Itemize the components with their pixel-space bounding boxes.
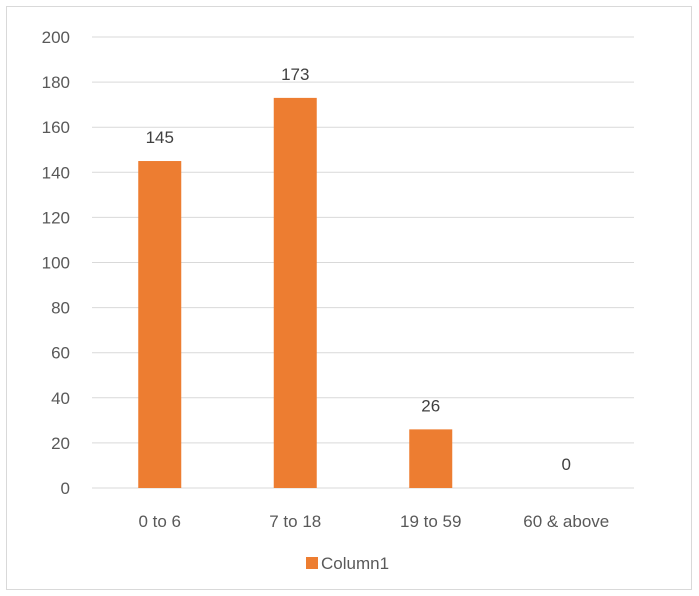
y-tick-label-180: 180 <box>42 73 70 92</box>
gridlines <box>92 36 634 489</box>
data-label-0: 145 <box>146 128 174 147</box>
y-tick-label-100: 100 <box>42 254 70 273</box>
y-axis-tick-labels: 0 20 40 60 80 100 120 140 160 180 200 <box>42 28 70 498</box>
x-tick-label-0: 0 to 6 <box>138 512 181 531</box>
y-tick-label-40: 40 <box>51 389 70 408</box>
chart-frame <box>6 6 692 590</box>
x-tick-label-1: 7 to 18 <box>269 512 321 531</box>
y-tick-label-140: 140 <box>42 163 70 182</box>
bar-2 <box>409 429 453 488</box>
legend-swatch-column1 <box>306 557 318 569</box>
legend: Column1 <box>306 554 389 573</box>
x-tick-label-2: 19 to 59 <box>400 512 461 531</box>
y-tick-label-60: 60 <box>51 344 70 363</box>
data-label-1: 173 <box>281 65 309 84</box>
y-tick-label-80: 80 <box>51 299 70 318</box>
y-tick-label-20: 20 <box>51 434 70 453</box>
x-axis-tick-labels: 0 to 6 7 to 18 19 to 59 60 & above <box>138 512 609 531</box>
y-tick-label-160: 160 <box>42 118 70 137</box>
y-tick-label-0: 0 <box>61 479 70 498</box>
data-label-2: 26 <box>421 396 440 415</box>
x-tick-label-3: 60 & above <box>523 512 609 531</box>
data-labels: 145 173 26 0 <box>146 65 571 474</box>
data-label-3: 0 <box>562 455 571 474</box>
bar-1 <box>273 97 317 488</box>
bars <box>138 97 453 488</box>
y-tick-label-200: 200 <box>42 28 70 47</box>
y-tick-label-120: 120 <box>42 208 70 227</box>
legend-label-column1: Column1 <box>321 554 389 573</box>
bar-0 <box>138 161 182 488</box>
